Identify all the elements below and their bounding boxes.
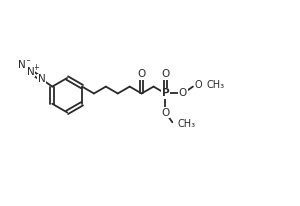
Text: O: O (137, 69, 146, 79)
Text: +: + (32, 63, 39, 72)
Text: O: O (161, 69, 169, 79)
Text: CH₃: CH₃ (206, 80, 224, 90)
Text: N: N (18, 61, 26, 70)
Text: O: O (179, 88, 187, 98)
Text: O: O (161, 108, 169, 118)
Text: P: P (162, 88, 169, 98)
Text: N: N (38, 74, 45, 84)
Text: N: N (27, 67, 34, 76)
Text: −: − (23, 57, 30, 66)
Text: CH₃: CH₃ (178, 119, 196, 129)
Text: O: O (195, 80, 203, 90)
